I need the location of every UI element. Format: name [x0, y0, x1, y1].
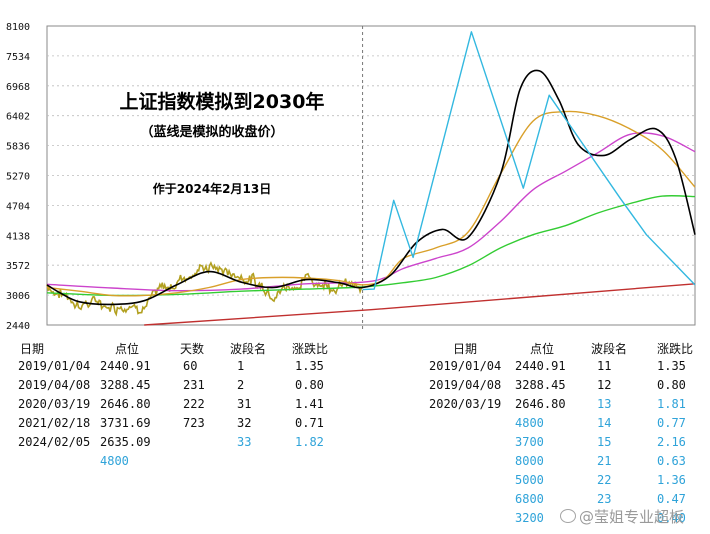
- watermark-text: @莹姐专业超板: [579, 508, 685, 526]
- table-cell: 15: [597, 435, 612, 449]
- table-cell: 2019/01/04: [429, 359, 502, 373]
- table-cell: 8000: [515, 454, 544, 468]
- table-cell: 2646.80: [515, 397, 566, 411]
- chart-note: 作于2024年2月13日: [153, 181, 271, 196]
- table-cell: 1.35: [657, 359, 686, 373]
- table-cell: 2019/01/04: [18, 359, 91, 373]
- table-cell: 3731.69: [100, 416, 151, 430]
- table-cell: 2019/04/08: [429, 378, 502, 392]
- index-simulation-chart: 8100 7534 6968 6402 5836 5270 4704 4138 3572 3006…: [6, 22, 696, 330]
- table-cell: 1.82: [295, 435, 324, 449]
- table-cell: 60: [183, 359, 198, 373]
- table-cell: 0.80: [295, 378, 324, 392]
- col-header-ratio: 涨跌比: [292, 342, 329, 356]
- col-header-points: 点位: [115, 342, 140, 356]
- table-cell: 2440.91: [515, 359, 566, 373]
- y-tick-label: 4138: [6, 231, 30, 242]
- y-tick-label: 3006: [6, 291, 30, 302]
- y-tick-label: 6402: [6, 112, 30, 123]
- table-cell: 2021/02/18: [18, 416, 91, 430]
- table-cell: 31: [237, 397, 252, 411]
- table-cell: 32: [237, 416, 252, 430]
- table-cell: 2: [237, 378, 245, 392]
- table-cell: 2020/03/19: [18, 397, 91, 411]
- series-green-ma: [46, 195, 696, 297]
- table-cell: 1: [237, 359, 245, 373]
- table-cell: 2019/04/08: [18, 378, 91, 392]
- table-cell: 13: [597, 397, 612, 411]
- table-cell: 21: [597, 454, 612, 468]
- table-cell: 4800: [100, 454, 129, 468]
- chart-title: 上证指数模拟到2030年: [120, 90, 325, 113]
- table-cell: 5000: [515, 473, 544, 487]
- table-cell: 1.81: [657, 397, 686, 411]
- col-header-points: 点位: [530, 342, 555, 356]
- table-cell: 231: [183, 378, 205, 392]
- table-cell: 2024/02/05: [18, 435, 91, 449]
- series-red-trend: [144, 283, 696, 326]
- table-cell: 0.71: [295, 416, 324, 430]
- table-cell: 11: [597, 359, 612, 373]
- table-cell: 1.41: [295, 397, 324, 411]
- table-cell: 22: [597, 473, 612, 487]
- table-cell: 12: [597, 378, 612, 392]
- table-cell: 2646.80: [100, 397, 151, 411]
- y-tick-label: 8100: [6, 22, 30, 33]
- series-magenta-ma: [46, 132, 696, 292]
- table-cell: 1.35: [295, 359, 324, 373]
- series-layer: [46, 31, 696, 326]
- table-cell: 723: [183, 416, 205, 430]
- table-cell: 23: [597, 492, 612, 506]
- y-tick-label: 5836: [6, 142, 30, 153]
- table-cell: 3288.45: [100, 378, 151, 392]
- table-cell: 3200: [515, 511, 544, 525]
- table-cell: 33: [237, 435, 252, 449]
- col-header-wave: 波段名: [230, 342, 267, 356]
- table-cell: 2020/03/19: [429, 397, 502, 411]
- table-cell: 3288.45: [515, 378, 566, 392]
- y-tick-label: 4704: [6, 201, 30, 212]
- table-cell: 2440.91: [100, 359, 151, 373]
- table-cell: 0.77: [657, 416, 686, 430]
- y-axis-ticks: 8100 7534 6968 6402 5836 5270 4704 4138 3572 3006…: [6, 22, 30, 330]
- col-header-wave: 波段名: [591, 342, 628, 356]
- col-header-date: 日期: [453, 342, 478, 356]
- watermark: @莹姐专业超板: [560, 506, 684, 527]
- table-cell: 0.63: [657, 454, 686, 468]
- table-cell: 0.47: [657, 492, 686, 506]
- table-cell: 4800: [515, 416, 544, 430]
- table-cell: 0.80: [657, 378, 686, 392]
- table-cell: 2635.09: [100, 435, 151, 449]
- table-cell: 1.36: [657, 473, 686, 487]
- table-cell: 14: [597, 416, 612, 430]
- col-header-ratio: 涨跌比: [657, 342, 694, 356]
- y-tick-label: 3572: [6, 261, 30, 272]
- table-cell: 2.16: [657, 435, 686, 449]
- chart-subtitle: （蓝线是模拟的收盘价）: [140, 124, 283, 140]
- table-cell: 6800: [515, 492, 544, 506]
- table-cell: 0.40: [657, 511, 686, 525]
- col-header-date: 日期: [20, 342, 45, 356]
- series-simulated-close: [362, 31, 696, 291]
- table-cell: 3700: [515, 435, 544, 449]
- col-header-days: 天数: [180, 342, 205, 356]
- y-tick-label: 6968: [6, 82, 30, 93]
- table-cell: 222: [183, 397, 205, 411]
- grid-lines: [47, 55, 695, 296]
- y-tick-label: 2440: [6, 321, 30, 330]
- y-tick-label: 5270: [6, 172, 30, 183]
- weibo-icon: [560, 509, 576, 523]
- y-tick-label: 7534: [6, 52, 30, 63]
